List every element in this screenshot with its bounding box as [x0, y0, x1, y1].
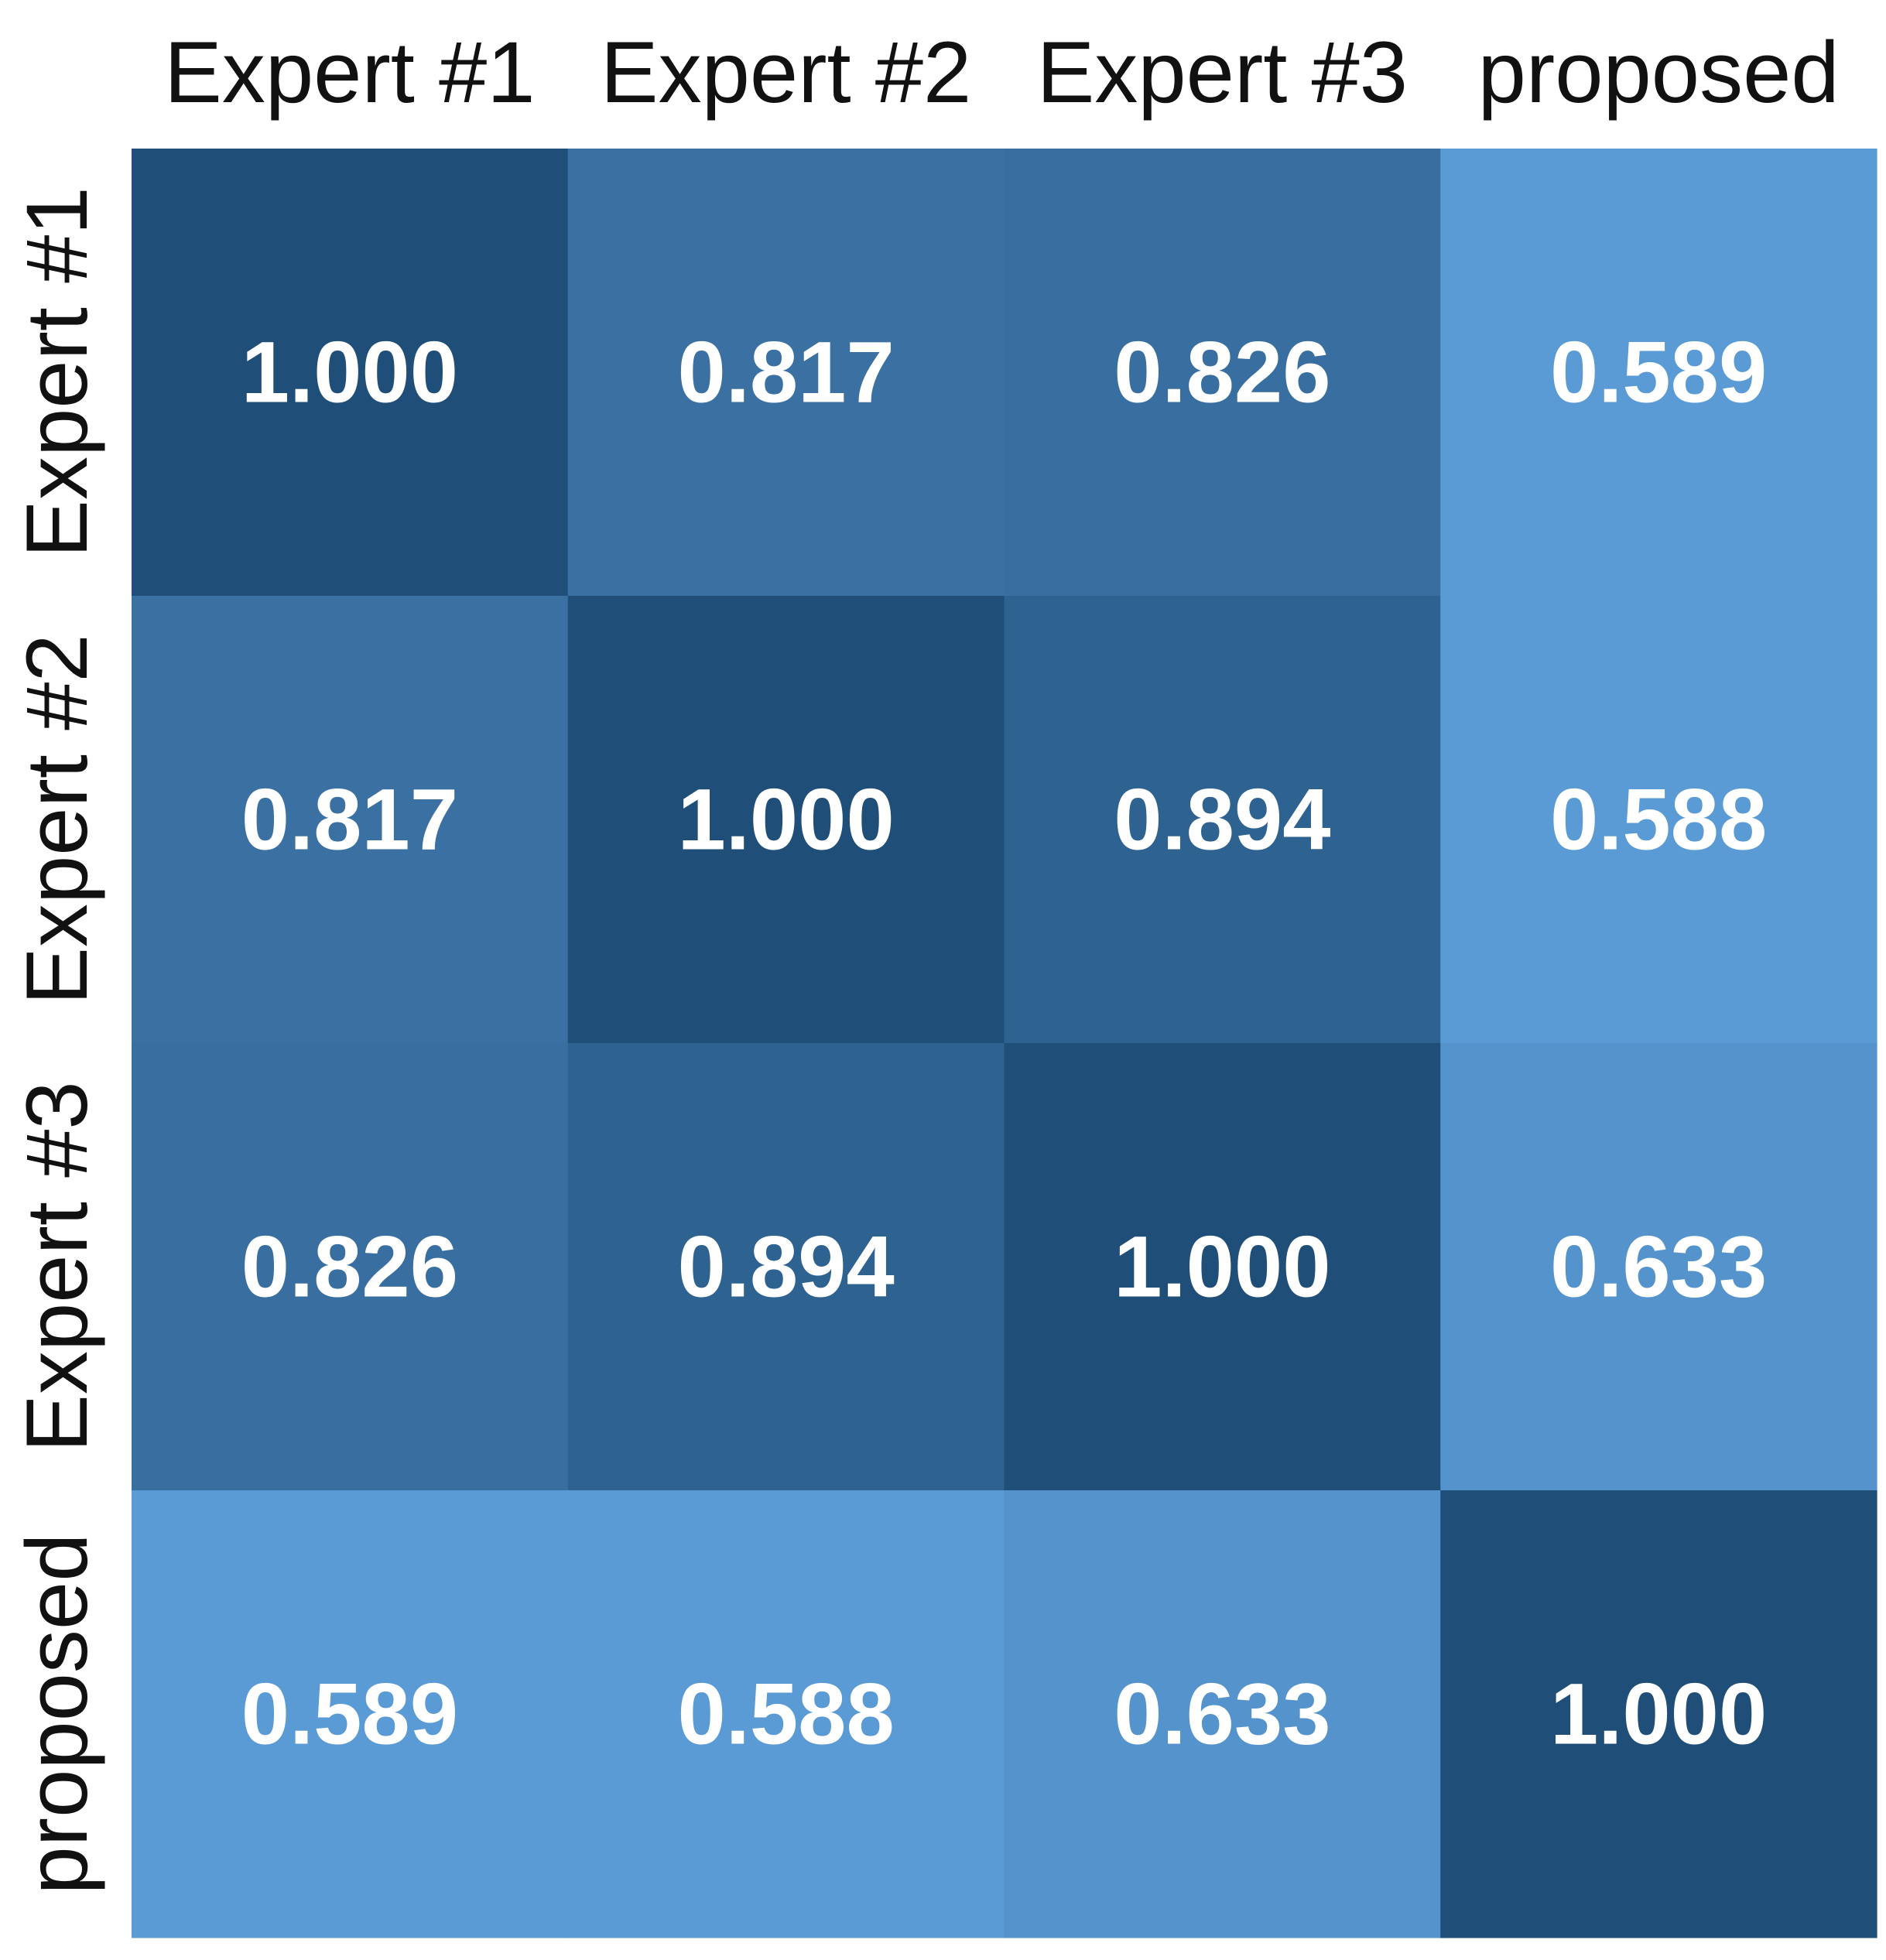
y-axis-tick-label: Expert #1	[9, 186, 105, 557]
x-axis-tick-label: Expert #2	[601, 24, 971, 121]
heatmap-cell-value: 0.826	[241, 1219, 458, 1315]
heatmap-cell-value: 1.000	[1550, 1666, 1767, 1763]
heatmap-cell	[1004, 149, 1441, 597]
heatmap-cell	[1440, 596, 1877, 1044]
heatmap-cell	[567, 596, 1005, 1044]
heatmap-cell-value: 0.588	[677, 1666, 894, 1763]
heatmap-cell	[1440, 1490, 1877, 1938]
heatmap-cells	[132, 149, 1877, 1938]
heatmap-cell-value: 1.000	[1114, 1219, 1330, 1315]
heatmap-cell-value: 0.817	[241, 771, 458, 868]
y-axis-tick-label: Expert #3	[9, 1081, 105, 1452]
heatmap-cell-value: 0.633	[1114, 1666, 1330, 1763]
heatmap-cell	[1004, 1043, 1441, 1491]
heatmap-cell	[567, 1490, 1005, 1938]
heatmap-cell	[132, 1490, 569, 1938]
heatmap-cell	[132, 1043, 569, 1491]
heatmap-cell-value: 0.894	[677, 1219, 894, 1315]
heatmap-cell-value: 0.826	[1114, 324, 1330, 421]
heatmap-cell	[132, 149, 569, 597]
y-axis-tick-label: proposed	[9, 1533, 105, 1894]
heatmap-cell-labels: 1.000 0.817 0.826 0.589 0.817 1.000 0.894 0.588…	[241, 324, 1768, 1763]
heatmap-cell-value: 0.894	[1114, 771, 1330, 868]
heatmap-cell-value: 0.633	[1550, 1219, 1767, 1315]
heatmap-cell-value: 1.000	[677, 771, 894, 868]
heatmap-cell	[567, 149, 1005, 597]
x-axis-tick-label: Expert #1	[164, 24, 535, 121]
heatmap-cell	[1004, 596, 1441, 1044]
x-axis-tick-label: proposed	[1478, 24, 1840, 121]
x-axis-tick-labels: Expert #1 Expert #2 Expert #3 proposed	[164, 24, 1839, 121]
heatmap-cell	[1440, 1043, 1877, 1491]
y-axis-tick-label: Expert #2	[9, 634, 105, 1004]
heatmap-cell	[132, 596, 569, 1044]
y-axis-tick-labels: Expert #1 Expert #2 Expert #3 proposed	[9, 186, 105, 1894]
heatmap-cell	[1004, 1490, 1441, 1938]
heatmap-cell	[567, 1043, 1005, 1491]
x-axis-tick-label: Expert #3	[1037, 24, 1408, 121]
heatmap-cell-value: 0.817	[677, 324, 894, 421]
heatmap-cell-value: 0.589	[241, 1666, 458, 1763]
heatmap-cell-value: 0.589	[1550, 324, 1767, 421]
heatmap-cell-value: 1.000	[241, 324, 458, 421]
heatmap-cell-value: 0.588	[1550, 771, 1767, 868]
heatmap-cell	[1440, 149, 1877, 597]
